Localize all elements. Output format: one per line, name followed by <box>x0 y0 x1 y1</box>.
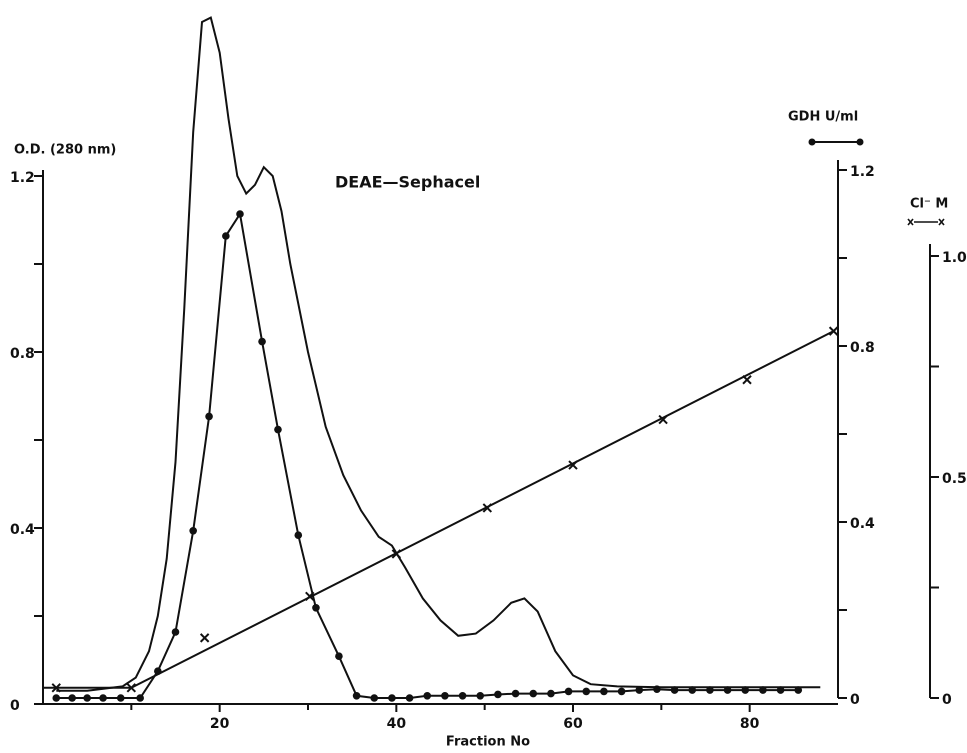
data-point <box>312 604 320 612</box>
data-point <box>759 686 767 694</box>
data-point <box>494 690 502 699</box>
data-point <box>582 687 591 696</box>
trend-line <box>43 330 835 689</box>
tick-label: 1.2 <box>10 170 35 186</box>
data-point <box>476 692 485 700</box>
series-line <box>56 16 821 692</box>
data-point <box>688 686 697 694</box>
gdh-legend-key <box>808 138 864 146</box>
x-tick-label: 20 <box>210 716 230 732</box>
tick-label: 0.5 <box>942 471 967 487</box>
data-point <box>670 686 679 694</box>
data-point <box>274 425 282 434</box>
data-point <box>99 694 107 702</box>
chart-title: DEAE—Sephacel <box>335 173 480 192</box>
data-point <box>51 683 61 693</box>
data-point <box>370 694 379 702</box>
data-point <box>305 591 315 602</box>
data-point <box>222 232 230 240</box>
tick-label: 0.4 <box>850 516 875 532</box>
data-point <box>189 527 197 535</box>
tick-label: 0 <box>942 692 952 708</box>
data-point <box>617 687 626 696</box>
data-point <box>294 531 303 539</box>
data-point <box>482 503 493 513</box>
data-point <box>335 652 343 660</box>
x-tick-label: 60 <box>563 716 583 732</box>
data-point <box>205 412 213 421</box>
data-point <box>126 683 137 693</box>
data-point <box>405 694 414 702</box>
data-point <box>658 414 668 425</box>
data-point <box>136 694 144 702</box>
data-point <box>794 686 803 694</box>
series-line <box>56 211 799 699</box>
tick-label: 0 <box>10 698 20 714</box>
x-axis-label: Fraction No <box>446 735 530 750</box>
tick-label: 0.8 <box>10 346 35 362</box>
data-point <box>83 694 91 702</box>
data-point <box>653 685 661 693</box>
tick-label: 1.0 <box>942 250 967 266</box>
data-point <box>391 549 402 559</box>
data-point <box>564 687 573 696</box>
data-point <box>568 460 578 470</box>
data-point <box>236 210 244 218</box>
data-point <box>116 694 125 702</box>
data-point <box>635 686 644 694</box>
data-point <box>511 689 520 698</box>
data-point <box>199 633 210 643</box>
data-point <box>741 686 750 694</box>
data-point <box>742 375 752 385</box>
data-point <box>258 337 266 346</box>
cl-legend-key <box>907 218 945 226</box>
y3-axis-label: Cl⁻ M <box>910 197 948 212</box>
x-tick-label: 80 <box>740 716 760 732</box>
tick-label: 0 <box>850 692 860 708</box>
data-point <box>600 687 608 696</box>
data-point <box>706 686 714 694</box>
data-point <box>352 692 361 700</box>
data-point <box>388 694 396 702</box>
data-point <box>458 692 467 700</box>
tick-label: 1.2 <box>850 164 875 180</box>
data-point <box>529 689 538 698</box>
data-point <box>52 694 61 702</box>
data-point <box>68 694 76 702</box>
data-point <box>547 689 555 698</box>
x-tick-label: 40 <box>387 716 407 732</box>
tick-label: 0.4 <box>10 522 35 538</box>
data-point <box>723 686 732 694</box>
tick-label: 0.8 <box>850 340 875 356</box>
data-point <box>776 686 785 694</box>
data-point <box>171 628 180 636</box>
y-axis-label: O.D. (280 nm) <box>14 143 116 158</box>
data-point <box>423 692 432 700</box>
data-point <box>441 692 449 700</box>
data-point <box>828 326 839 336</box>
y2-axis-label: GDH U/ml <box>788 110 858 125</box>
